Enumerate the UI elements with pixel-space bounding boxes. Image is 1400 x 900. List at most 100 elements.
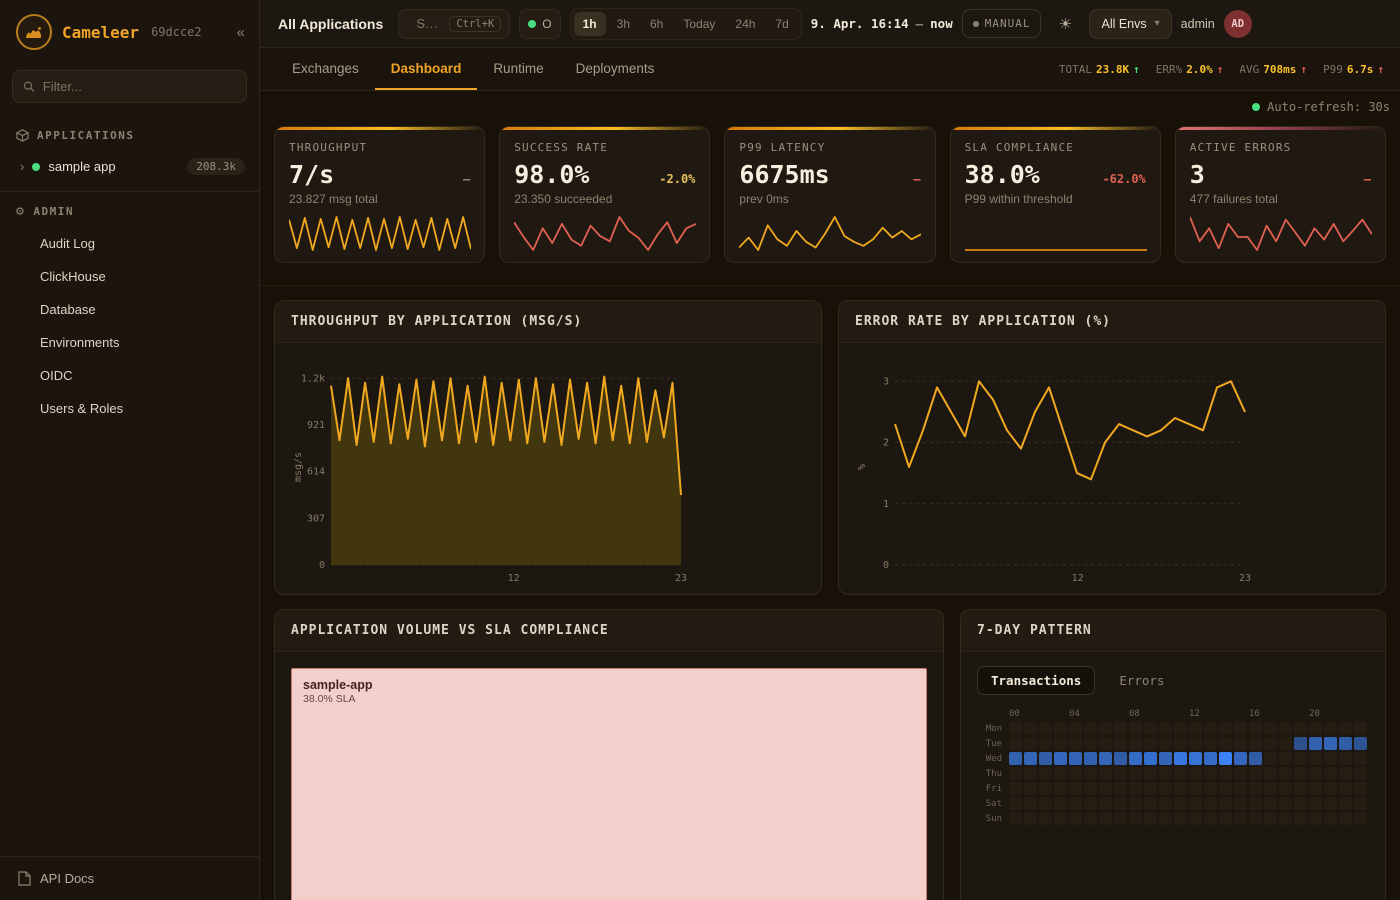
heatmap-cell[interactable] <box>1009 752 1022 765</box>
heatmap-cell[interactable] <box>1204 812 1217 825</box>
heatmap-cell[interactable] <box>1354 737 1367 750</box>
heatmap-cell[interactable] <box>1129 782 1142 795</box>
heatmap-cell[interactable] <box>1279 797 1292 810</box>
heatmap-cell[interactable] <box>1174 797 1187 810</box>
heatmap-cell[interactable] <box>1114 797 1127 810</box>
sidebar-item-environments[interactable]: Environments <box>40 335 120 350</box>
heatmap-cell[interactable] <box>1174 722 1187 735</box>
heatmap-cell[interactable] <box>1069 737 1082 750</box>
heatmap-cell[interactable] <box>1084 752 1097 765</box>
search-input[interactable] <box>416 16 443 31</box>
heatmap-cell[interactable] <box>1204 722 1217 735</box>
heatmap-cell[interactable] <box>1354 722 1367 735</box>
heatmap-cell[interactable] <box>1264 797 1277 810</box>
heatmap-cell[interactable] <box>1339 812 1352 825</box>
heatmap-cell[interactable] <box>1249 737 1262 750</box>
heatmap-cell[interactable] <box>1009 767 1022 780</box>
heatmap-cell[interactable] <box>1084 722 1097 735</box>
heatmap-cell[interactable] <box>1264 737 1277 750</box>
heatmap-cell[interactable] <box>1099 767 1112 780</box>
environment-selector[interactable]: All Envs ▾ <box>1089 8 1172 39</box>
heatmap-cell[interactable] <box>1234 812 1247 825</box>
heatmap-cell[interactable] <box>1219 812 1232 825</box>
heatmap-cell[interactable] <box>1039 797 1052 810</box>
heatmap-cell[interactable] <box>1294 797 1307 810</box>
heatmap-cell[interactable] <box>1189 767 1202 780</box>
heatmap-cell[interactable] <box>1054 782 1067 795</box>
heatmap-cell[interactable] <box>1069 782 1082 795</box>
heatmap-cell[interactable] <box>1324 812 1337 825</box>
online-status-toggle[interactable]: O <box>519 8 561 39</box>
heatmap-cell[interactable] <box>1204 782 1217 795</box>
heatmap-cell[interactable] <box>1039 812 1052 825</box>
heatmap-cell[interactable] <box>1219 752 1232 765</box>
tab-dashboard[interactable]: Dashboard <box>374 48 478 90</box>
heatmap-cell[interactable] <box>1189 722 1202 735</box>
heatmap-cell[interactable] <box>1159 812 1172 825</box>
heatmap-cell[interactable] <box>1024 797 1037 810</box>
avatar[interactable]: AD <box>1223 9 1252 38</box>
heatmap-cell[interactable] <box>1039 782 1052 795</box>
heatmap-cell[interactable] <box>1039 722 1052 735</box>
heatmap-cell[interactable] <box>1009 782 1022 795</box>
heatmap-cell[interactable] <box>1069 797 1082 810</box>
heatmap-cell[interactable] <box>1234 782 1247 795</box>
manual-refresh-button[interactable]: MANUAL <box>961 9 1042 38</box>
filter-input[interactable] <box>42 79 236 94</box>
range-button-24h[interactable]: 24h <box>726 12 764 36</box>
heatmap-cell[interactable] <box>1339 797 1352 810</box>
heatmap-cell[interactable] <box>1069 767 1082 780</box>
heatmap-cell[interactable] <box>1054 767 1067 780</box>
heatmap-cell[interactable] <box>1054 752 1067 765</box>
heatmap-cell[interactable] <box>1294 737 1307 750</box>
heatmap-cell[interactable] <box>1054 722 1067 735</box>
heatmap-cell[interactable] <box>1054 797 1067 810</box>
heatmap-cell[interactable] <box>1129 752 1142 765</box>
heatmap-cell[interactable] <box>1294 767 1307 780</box>
heatmap-cell[interactable] <box>1309 812 1322 825</box>
heatmap-cell[interactable] <box>1204 737 1217 750</box>
heatmap-cell[interactable] <box>1009 812 1022 825</box>
heatmap-cell[interactable] <box>1054 737 1067 750</box>
heatmap-cell[interactable] <box>1264 782 1277 795</box>
heatmap-cell[interactable] <box>1069 722 1082 735</box>
heatmap-cell[interactable] <box>1099 722 1112 735</box>
heatmap-cell[interactable] <box>1249 782 1262 795</box>
heatmap-cell[interactable] <box>1024 722 1037 735</box>
heatmap-toggle-errors[interactable]: Errors <box>1105 666 1178 695</box>
heatmap-cell[interactable] <box>1084 782 1097 795</box>
heatmap-cell[interactable] <box>1324 797 1337 810</box>
heatmap-cell[interactable] <box>1309 752 1322 765</box>
heatmap-cell[interactable] <box>1234 752 1247 765</box>
heatmap-cell[interactable] <box>1204 767 1217 780</box>
heatmap-cell[interactable] <box>1339 767 1352 780</box>
sidebar-item-oidc[interactable]: OIDC <box>40 368 73 383</box>
heatmap-cell[interactable] <box>1174 812 1187 825</box>
sidebar-item-audit-log[interactable]: Audit Log <box>40 236 95 251</box>
heatmap-cell[interactable] <box>1354 797 1367 810</box>
theme-toggle-button[interactable]: ☀ <box>1050 9 1080 39</box>
sidebar-item-users-roles[interactable]: Users & Roles <box>40 401 124 416</box>
heatmap-cell[interactable] <box>1024 782 1037 795</box>
heatmap-cell[interactable] <box>1039 737 1052 750</box>
heatmap-cell[interactable] <box>1279 752 1292 765</box>
heatmap-cell[interactable] <box>1279 812 1292 825</box>
heatmap-cell[interactable] <box>1144 737 1157 750</box>
heatmap-cell[interactable] <box>1294 722 1307 735</box>
heatmap-cell[interactable] <box>1039 752 1052 765</box>
heatmap-cell[interactable] <box>1159 752 1172 765</box>
heatmap-cell[interactable] <box>1114 767 1127 780</box>
heatmap-cell[interactable] <box>1009 797 1022 810</box>
heatmap-cell[interactable] <box>1264 722 1277 735</box>
heatmap-cell[interactable] <box>1324 752 1337 765</box>
heatmap-cell[interactable] <box>1174 737 1187 750</box>
heatmap-cell[interactable] <box>1084 812 1097 825</box>
heatmap-cell[interactable] <box>1324 782 1337 795</box>
heatmap-cell[interactable] <box>1339 752 1352 765</box>
heatmap-cell[interactable] <box>1234 722 1247 735</box>
heatmap-cell[interactable] <box>1219 782 1232 795</box>
heatmap-cell[interactable] <box>1309 782 1322 795</box>
heatmap-cell[interactable] <box>1249 797 1262 810</box>
heatmap-cell[interactable] <box>1249 812 1262 825</box>
heatmap-cell[interactable] <box>1114 782 1127 795</box>
